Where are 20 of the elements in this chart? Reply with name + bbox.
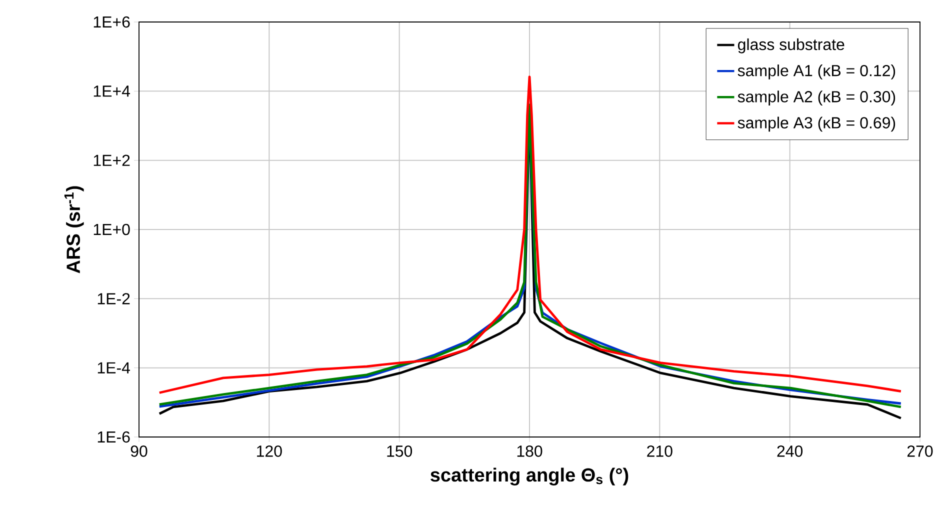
x-tick-label: 270	[907, 446, 933, 457]
x-tick-label: 90	[130, 446, 148, 457]
y-tick-label: 1E-4	[98, 362, 130, 374]
y-tick-label: 1E+2	[94, 154, 130, 166]
text: ARS (sr$^{-1}$)	[64, 186, 84, 274]
y-tick-label: 1E+4	[94, 86, 130, 97]
legend-label: sample A2 (κB = 0.30)	[738, 90, 896, 106]
y-tick-label: 1E+6	[94, 16, 130, 28]
y-tick-label: 1E+0	[94, 224, 130, 236]
legend-label: sample A1 (κB = 0.12)	[738, 64, 896, 80]
x-tick-label: 240	[777, 446, 803, 457]
y-tick-label: 1E-2	[98, 293, 130, 304]
x-tick-label: 120	[257, 446, 282, 457]
x-tick-label: 180	[517, 446, 542, 457]
legend-label: sample A3 (κB = 0.69)	[738, 116, 896, 132]
x-tick-label: 150	[387, 446, 412, 457]
x-tick-label: 210	[647, 446, 672, 457]
text: scattering angle Θ$_{s}$ (°)	[430, 468, 628, 486]
legend-label: glass substrate	[738, 38, 844, 54]
y-tick-label: 1E-6	[98, 431, 130, 443]
